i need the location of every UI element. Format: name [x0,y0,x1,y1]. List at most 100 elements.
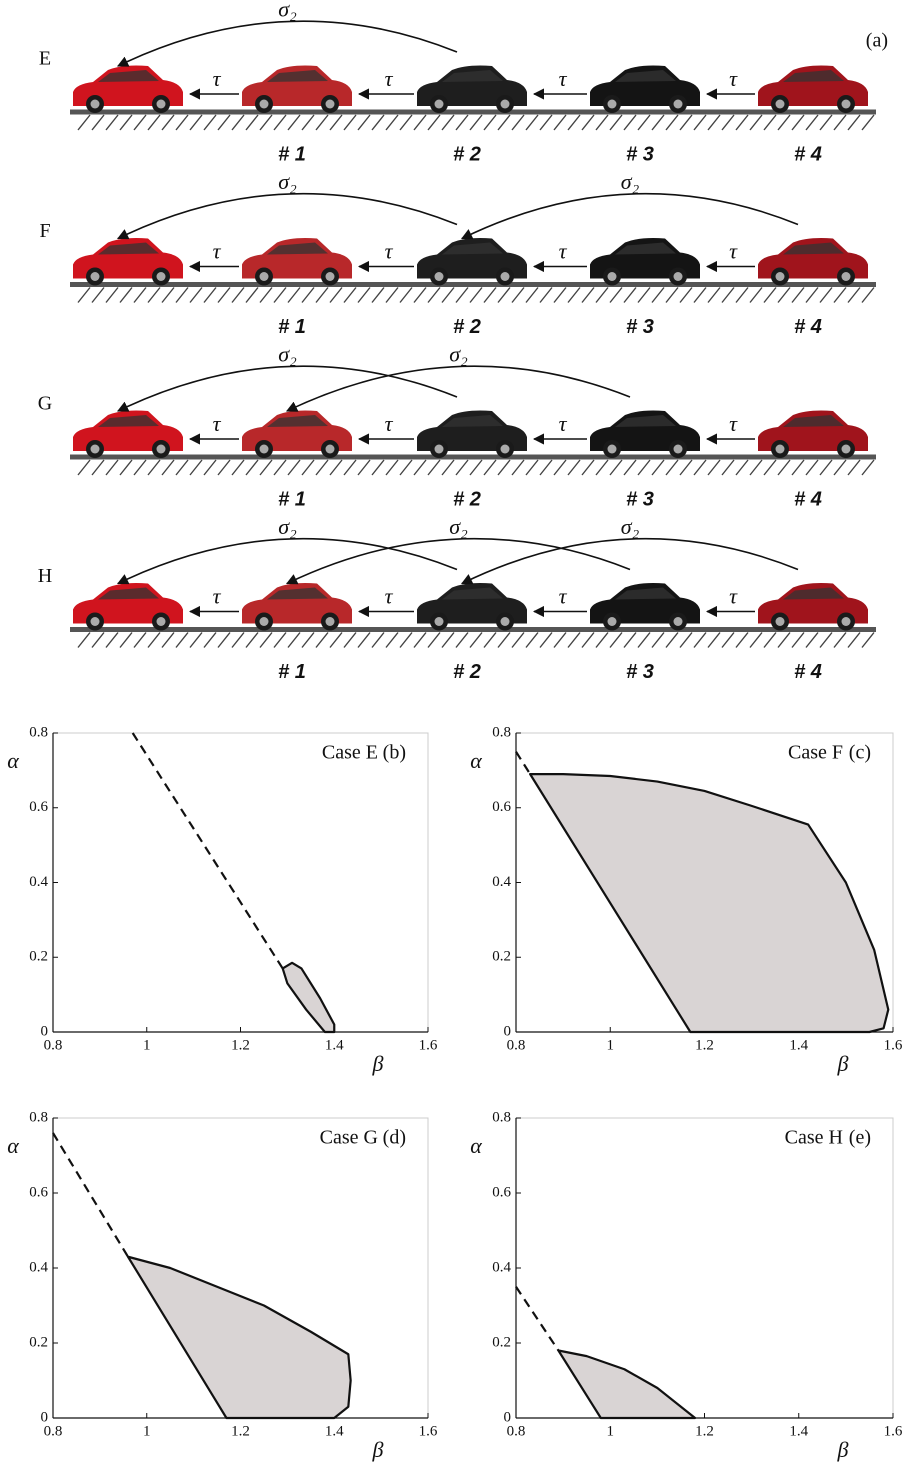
x-tick-label: 1.6 [884,1423,903,1439]
car-rim [674,100,683,109]
x-tick-label: 1.6 [419,1423,438,1439]
boundary-line [516,752,530,774]
y-tick-label: 0.8 [492,1109,511,1125]
panel-label: (b) [383,742,406,764]
car [417,583,527,631]
panel-label: (d) [383,1127,406,1149]
region [128,1257,351,1418]
car [242,238,352,286]
car-rim [157,100,166,109]
car [590,411,700,459]
vehicle-label: # 2 [453,661,481,683]
y-tick-label: 0.6 [29,799,48,815]
panel-label: (c) [849,742,871,764]
x-axis-label: β [372,1437,384,1462]
delay-label: τ [385,66,394,91]
y-tick-label: 0.6 [29,1184,48,1200]
y-tick-label: 0.4 [29,1259,48,1275]
vehicle-label: # 4 [794,488,822,510]
boundary-line [53,1133,128,1257]
ground-hatch [78,115,874,130]
car-rim [674,617,683,626]
car-rim [776,272,785,281]
car-rim [326,272,335,281]
y-tick-label: 0.4 [29,874,48,890]
x-tick-label: 1.2 [695,1423,714,1439]
delay-label: τ [385,239,394,264]
ground-hatch [78,288,874,303]
y-axis-label: α [470,1133,482,1158]
chart-title: Case G [320,1127,378,1149]
car-rim [91,100,100,109]
y-tick-label: 0.2 [29,949,48,965]
y-axis-label: α [7,748,19,773]
sigma-arc [462,194,798,239]
car-rim [776,445,785,454]
car-rim [501,617,510,626]
delay-label: τ [213,66,222,91]
car-rim [501,100,510,109]
y-tick-label: 0.8 [29,724,48,740]
car-rim [776,100,785,109]
scenario-label: F [39,220,50,242]
x-tick-label: 1.4 [789,1037,808,1053]
sigma-label: σ₂ [449,514,468,539]
vehicle-label: # 2 [453,488,481,510]
vehicle-label: # 1 [278,316,306,338]
x-tick-label: 0.8 [507,1423,526,1439]
ground-hatch [78,633,874,648]
car [590,66,700,114]
y-tick-label: 0.4 [492,1259,511,1275]
delay-label: τ [729,66,738,91]
x-tick-label: 1.4 [789,1423,808,1439]
car-rim [260,617,269,626]
boundary-line [133,733,283,968]
vehicle-label: # 1 [278,488,306,510]
car [417,66,527,114]
x-tick-label: 1.2 [695,1037,714,1053]
car-rim [842,617,851,626]
sigma-arc [287,366,630,411]
x-tick-label: 1.2 [231,1037,250,1053]
x-tick-label: 1 [143,1037,151,1053]
y-tick-label: 0 [504,1409,512,1425]
vehicle-label: # 1 [278,143,306,165]
delay-label: τ [729,584,738,609]
y-tick-label: 0.4 [492,874,511,890]
car-rim [260,272,269,281]
y-tick-label: 0.2 [492,949,511,965]
car-rim [435,617,444,626]
vehicle-label: # 2 [453,143,481,165]
car [73,411,183,459]
delay-label: τ [729,411,738,436]
scenario-label: H [38,565,52,587]
car [590,238,700,286]
car-rim [326,617,335,626]
region [530,774,888,1032]
delay-label: τ [213,411,222,436]
car-rim [608,445,617,454]
panel-label: (e) [849,1127,871,1149]
car-rim [674,445,683,454]
x-tick-label: 0.8 [507,1037,526,1053]
car-rim [326,445,335,454]
y-axis-label: α [470,748,482,773]
car-rim [842,445,851,454]
car [242,583,352,631]
car [417,411,527,459]
vehicle-label: # 3 [626,488,654,510]
sigma-label: σ₂ [278,169,297,194]
sigma-label: σ₂ [449,342,468,367]
sigma-arc [118,194,457,239]
car [758,411,868,459]
scenario-label: E [39,48,51,70]
delay-label: τ [213,239,222,264]
boundary-line [516,1287,558,1351]
car-rim [157,272,166,281]
car [73,583,183,631]
sigma-label: σ₂ [278,514,297,539]
x-tick-label: 1.4 [325,1423,344,1439]
y-axis-label: α [7,1133,19,1158]
vehicle-label: # 4 [794,143,822,165]
x-axis-label: β [372,1051,384,1076]
